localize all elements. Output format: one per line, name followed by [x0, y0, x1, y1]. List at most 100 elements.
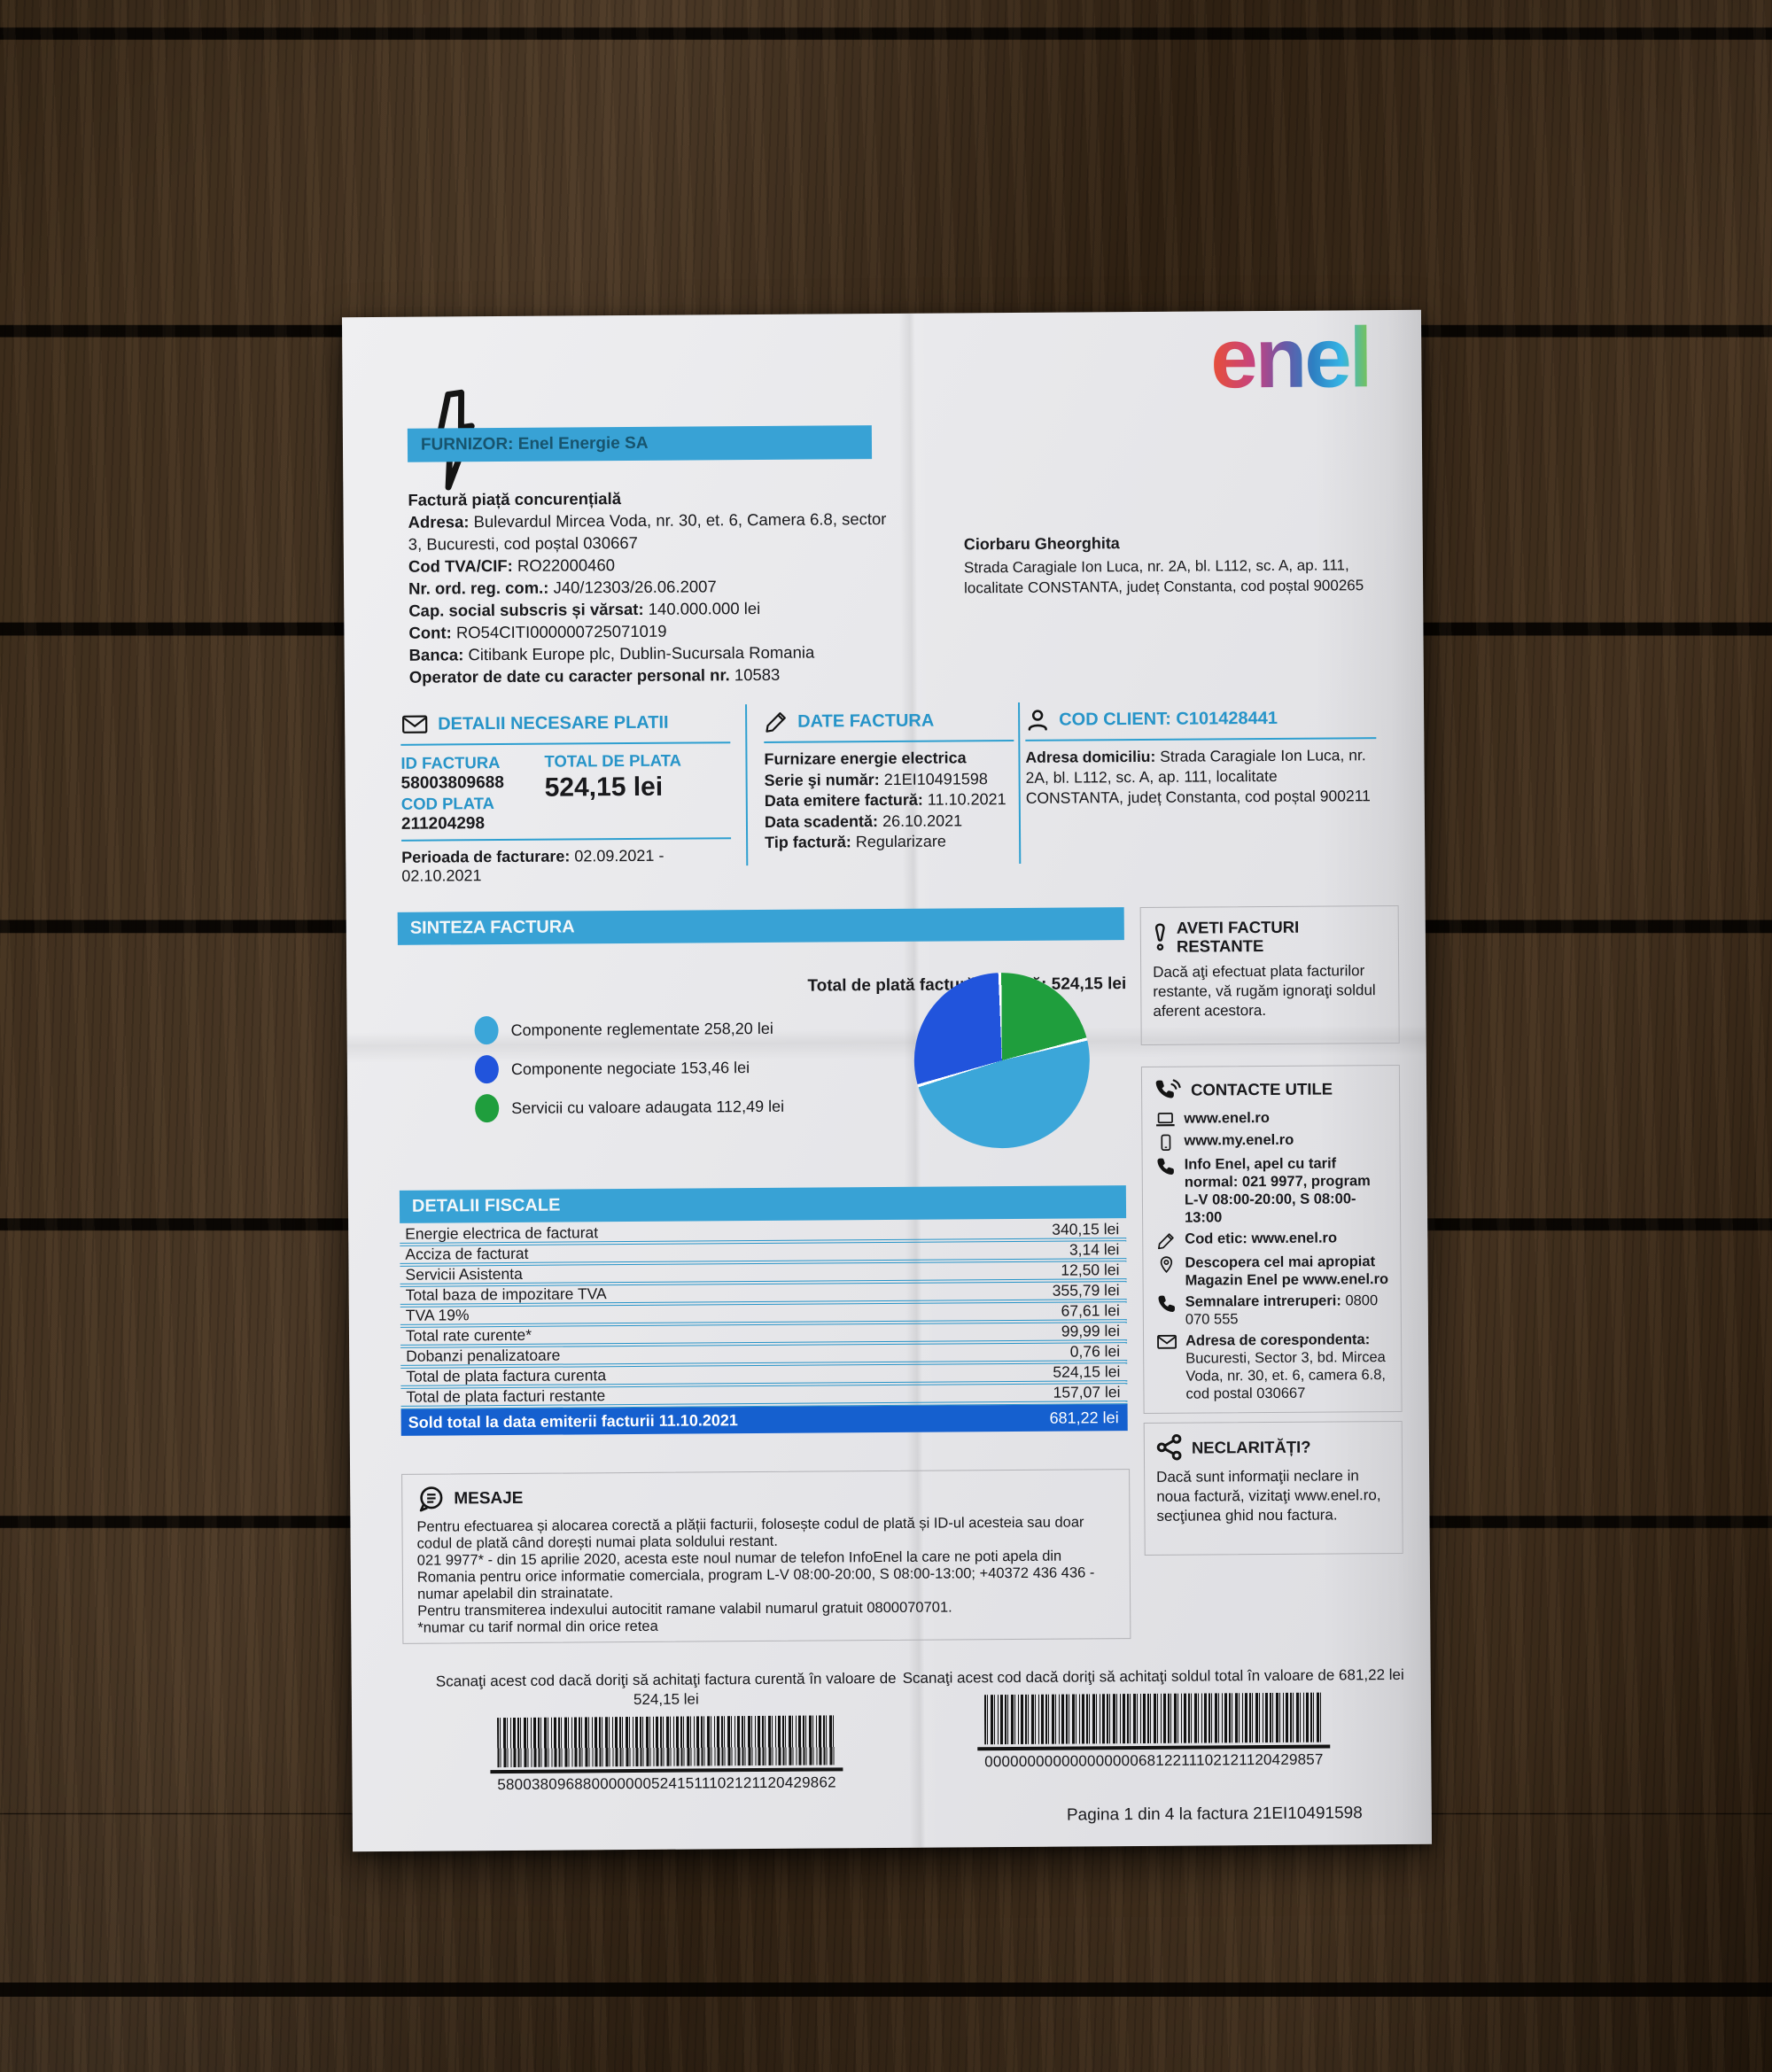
supplier-line: Adresa: Bulevardul Mircea Voda, nr. 30, … — [408, 508, 887, 554]
contact-item: www.enel.ro — [1154, 1108, 1387, 1129]
enel-logo: enel — [1209, 310, 1371, 407]
envelope-icon — [400, 713, 429, 736]
invoice-service: Furnizare energie electrica — [764, 749, 967, 768]
invoice-line: Data emitere factură: 11.10.2021 — [764, 790, 1006, 810]
furnizor-header-bar: FURNIZOR: Enel Energie SA — [407, 425, 873, 462]
message-paragraph: Pentru efectuarea și alocarea corectă a … — [416, 1514, 1084, 1552]
barcode-current-invoice — [497, 1715, 836, 1768]
billing-period: Perioada de facturare: 02.09.2021 - 02.1… — [401, 846, 664, 885]
rule — [1025, 737, 1377, 741]
barcode-number: 0000000000000000006812211102121120429857 — [984, 1750, 1324, 1771]
legend-item: Servicii cu valoare adaugata 112,49 lei — [475, 1092, 784, 1123]
invoice-line: Tip factură: Regularizare — [765, 832, 946, 851]
overdue-box-text: Dacă aţi efectuat plata facturilor resta… — [1153, 962, 1376, 1020]
invoice-line: Serie şi număr: 21EI10491598 — [764, 769, 988, 789]
supplier-line: Cont: RO54CITI000000725071019 — [408, 621, 667, 642]
pencil-icon — [764, 710, 789, 734]
barcode-baseline — [490, 1767, 843, 1774]
legend-item: Componente negociate 153,46 lei — [474, 1053, 750, 1084]
pencil-icon — [1154, 1230, 1177, 1251]
unclear-box-title: NECLARITĂȚI? — [1156, 1432, 1390, 1461]
cod-plata-label: COD PLATA — [400, 794, 495, 813]
barcode-caption: Scanaţi acest cod dacă doriţi să achitaţ… — [435, 1669, 897, 1709]
barcode-caption: Scanaţi acest cod dacă doriţi să achitaţ… — [902, 1665, 1404, 1687]
payment-total: TOTAL DE PLATA 524,15 lei — [544, 751, 681, 803]
contacts-box-title: CONTACTE UTILE — [1154, 1076, 1387, 1102]
page-footer: Pagina 1 din 4 la factura 21EI10491598 — [1066, 1804, 1363, 1825]
legend-item: Componente reglementate 258,20 lei — [474, 1014, 773, 1045]
supplier-line: Banca: Citibank Europe plc, Dublin-Sucur… — [408, 642, 815, 664]
detalii-fiscale-bar: DETALII FISCALE — [399, 1185, 1127, 1223]
current-invoice-barcode-block: Scanaţi acest cod dacă doriţi să achitaţ… — [414, 1669, 920, 1795]
supplier-line: Cap. social subscris și vărsat: 140.000.… — [408, 598, 761, 620]
overdue-box-title: AVETI FACTURI RESTANTE — [1153, 917, 1387, 956]
laptop-icon — [1154, 1110, 1177, 1129]
messages-box: MESAJE Pentru efectuarea și alocarea cor… — [401, 1469, 1131, 1644]
location-icon — [1154, 1254, 1177, 1290]
person-icon — [1025, 708, 1050, 733]
barcode-baseline — [977, 1744, 1331, 1751]
contact-text: Descopera cel mai apropiat Magazin Enel … — [1185, 1253, 1389, 1289]
phone-call-icon — [1154, 1078, 1182, 1102]
id-factura-label: ID FACTURA — [400, 753, 501, 772]
fiscal-total-row: Sold total la data emiterii facturii 11.… — [400, 1404, 1128, 1436]
envelope-icon — [1155, 1332, 1179, 1403]
invoice-type-title: Factură piață concurențială — [408, 489, 622, 509]
invoice-paper: enel FURNIZOR: Enel Energie SA Factură p… — [341, 309, 1433, 1852]
contact-text: www.enel.ro — [1184, 1109, 1270, 1127]
rule — [401, 837, 732, 842]
contact-item: www.my.enel.ro — [1154, 1130, 1387, 1152]
customer-address-line: localitate CONSTANTA, județ Constanta, c… — [964, 577, 1364, 597]
contact-text: Cod etic: www.enel.ro — [1185, 1230, 1338, 1247]
barcode-number: 5800380968800000005241511102121120429862 — [497, 1773, 836, 1794]
client-code-column: COD CLIENT: C101428441 Adresa domiciliu:… — [1025, 703, 1377, 807]
contact-item: Adresa de corespondenta: Bucuresti, Sect… — [1155, 1331, 1390, 1403]
supplier-info-block: Factură piață concurențială Adresa: Bule… — [408, 485, 892, 688]
unclear-info-box: NECLARITĂȚI? Dacă sunt informaţii neclar… — [1143, 1420, 1403, 1556]
total-balance-barcode-block: Scanaţi acest cod dacă doriţi să achitaţ… — [901, 1665, 1407, 1772]
unclear-box-text: Dacă sunt informaţii neclare in noua fac… — [1156, 1467, 1381, 1525]
rule — [400, 741, 731, 746]
share-icon — [1156, 1433, 1183, 1461]
customer-name: Ciorbaru Gheorghita — [963, 534, 1120, 554]
overdue-invoices-box: AVETI FACTURI RESTANTE Dacă aţi efectuat… — [1139, 904, 1400, 1045]
phone-icon — [1154, 1156, 1178, 1227]
chat-icon — [416, 1485, 445, 1513]
customer-address-line: Strada Caragiale Ion Luca, nr. 2A, bl. L… — [963, 556, 1349, 577]
invoice-data-header: DATE FACTURA — [764, 706, 1014, 736]
supplier-line: Cod TVA/CIF: RO22000460 — [408, 555, 616, 576]
client-address: Adresa domiciliu: Strada Caragiale Ion L… — [1025, 746, 1371, 807]
column-divider — [1018, 702, 1022, 864]
messages-title: MESAJE — [416, 1480, 1115, 1514]
contact-item: Cod etic: www.enel.ro — [1154, 1229, 1388, 1251]
message-paragraph: 021 9977* - din 15 aprilie 2020, acesta … — [416, 1548, 1095, 1603]
total-de-plata-label: TOTAL DE PLATA — [544, 750, 682, 771]
contact-item: Semnalare intreruperi: 0800 070 555 — [1155, 1292, 1389, 1329]
legend-dot — [475, 1094, 500, 1123]
contact-text: Adresa de corespondenta: Bucuresti, Sect… — [1185, 1331, 1387, 1402]
client-code-header: COD CLIENT: C101428441 — [1025, 703, 1376, 734]
invoice-data-lines: Furnizare energie electrica Serie şi num… — [764, 748, 1006, 853]
payment-details-column: DETALII NECESARE PLATII ID FACTURA 58003… — [400, 708, 732, 885]
cod-plata-value: 211204298 — [400, 814, 486, 834]
invoice-components-pie-chart — [913, 972, 1091, 1149]
sinteza-factura-bar: SINTEZA FACTURA — [397, 907, 1124, 945]
useful-contacts-box: CONTACTE UTILE www.enel.ro www.my.enel.r… — [1140, 1064, 1403, 1414]
contact-text: Info Enel, apel cu tarif normal: 021 997… — [1184, 1155, 1371, 1226]
phone-icon — [1155, 1293, 1178, 1329]
invoice-data-column: DATE FACTURA Furnizare energie electrica… — [764, 706, 1014, 851]
fiscal-table: Energie electrica de facturat 340,15 lei … — [400, 1220, 1128, 1436]
supplier-line: Operator de date cu caracter personal nr… — [408, 664, 781, 687]
contact-item: Info Enel, apel cu tarif normal: 021 997… — [1154, 1154, 1389, 1227]
mobile-icon — [1154, 1132, 1177, 1152]
column-divider — [745, 704, 749, 866]
exclamation-icon — [1153, 920, 1168, 954]
wood-plank-gap — [0, 1983, 1772, 1997]
supplier-line: Nr. ord. reg. com.: J40/12303/26.06.2007 — [408, 577, 717, 598]
legend-dot — [474, 1055, 500, 1084]
customer-address-block: Ciorbaru Gheorghita Strada Caragiale Ion… — [964, 532, 1389, 598]
total-de-plata-value: 524,15 lei — [544, 772, 664, 803]
contact-text: Semnalare intreruperi: 0800 070 555 — [1185, 1292, 1379, 1328]
contact-item: Descopera cel mai apropiat Magazin Enel … — [1154, 1253, 1388, 1290]
